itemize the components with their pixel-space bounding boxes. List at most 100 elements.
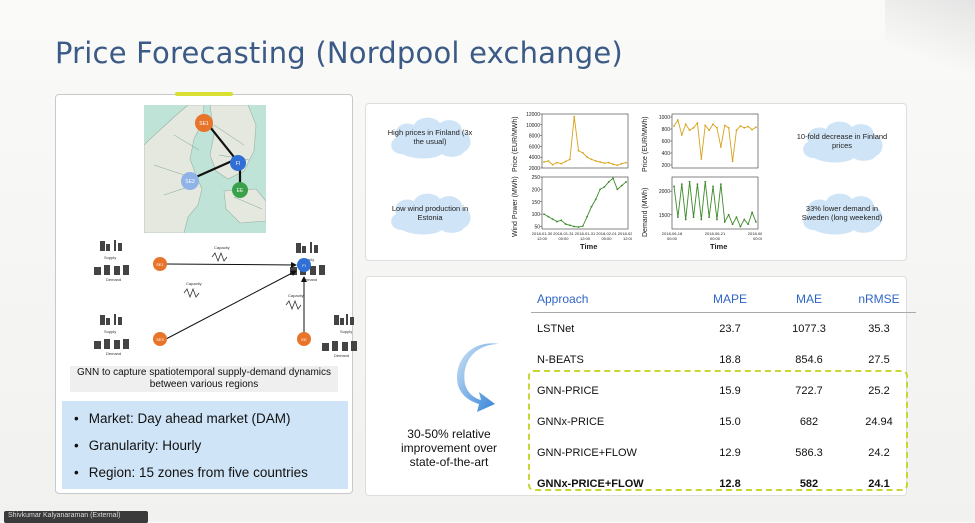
x-tick-label-time: 12:00	[623, 236, 632, 241]
data-point	[590, 205, 593, 208]
cell-nrmse: 35.3	[868, 322, 890, 335]
data-point	[673, 125, 675, 127]
chart-xlabel: Time	[710, 242, 728, 251]
sweden-norway-land	[144, 105, 205, 233]
y-tick-label: 8000	[529, 134, 540, 140]
series-line	[673, 118, 757, 162]
map-node-fi	[230, 155, 246, 171]
table-row: GNN-PRICE+FLOW 12.9 586.3 24.2	[531, 437, 916, 468]
table-row: LSTNet 23.7 1077.3 35.3	[531, 313, 916, 345]
data-point	[551, 163, 554, 166]
chart-plot: 12000 10000 8000 6000 4000 2000	[526, 112, 629, 172]
data-point	[590, 158, 593, 161]
cell-approach: GNN-PRICE	[537, 384, 599, 397]
header-approach: Approach	[537, 292, 589, 306]
x-tick-label: 2018-01-31	[575, 231, 596, 236]
data-point	[547, 160, 550, 162]
cell-mape: 15.0	[719, 415, 741, 428]
info-bullet-list: Market: Day ahead market (DAM) Granulari…	[74, 407, 348, 488]
data-point	[680, 183, 683, 185]
network-node-se1-label: SE1	[156, 262, 164, 267]
improvement-line-2: improvement over	[400, 441, 498, 455]
cell-mae: 682	[799, 415, 819, 428]
cell-nrmse: 24.1	[868, 477, 890, 490]
x-tick-label: 2018-02-01	[596, 231, 617, 236]
y-tick-label: 12000	[526, 112, 540, 118]
table-row: GNN-PRICE 15.9 722.7 25.2	[531, 375, 916, 406]
corner-decoration	[885, 0, 975, 80]
x-tick-label-time: 00:00	[601, 236, 612, 241]
cloud-lower-demand: 33% lower demand in Sweden (long weekend…	[796, 188, 888, 238]
y-tick-label: 50	[534, 225, 540, 231]
label-supply-ee: Supply	[340, 329, 352, 334]
y-tick-label: 250	[532, 175, 541, 181]
capacity-wave-2	[183, 287, 200, 299]
data-point	[739, 225, 742, 228]
x-tick-label: 2018-01-30	[532, 231, 553, 236]
data-point	[743, 218, 746, 221]
y-tick-label: 600	[662, 139, 671, 145]
data-point	[723, 124, 726, 127]
edge-se1-fi	[209, 126, 235, 158]
data-point	[573, 115, 576, 118]
y-tick-label: 1500	[659, 213, 670, 219]
data-point	[625, 161, 627, 164]
data-point	[568, 158, 571, 161]
cell-nrmse: 27.5	[868, 353, 890, 366]
data-point	[739, 125, 742, 127]
data-point	[680, 134, 683, 136]
data-point	[735, 129, 738, 132]
x-tick-label: 2018-06-18	[662, 231, 683, 236]
data-point	[560, 219, 563, 222]
chart-ylabel: Price (EUR/MWh)	[642, 116, 649, 172]
improvement-note: 30-50% relative improvement over state-o…	[383, 427, 515, 469]
cloud-text: 10-fold decrease in Finland prices	[796, 132, 888, 150]
cell-nrmse: 25.2	[868, 384, 890, 397]
table-header-row: Approach MAPE MAE nRMSE	[531, 286, 916, 313]
x-tick-label-time: 00:00	[667, 236, 678, 241]
data-point	[696, 183, 699, 185]
data-point	[688, 129, 691, 132]
cell-nrmse: 24.2	[868, 446, 890, 459]
map-node-se3	[181, 172, 199, 190]
data-point	[684, 123, 687, 126]
data-point	[755, 221, 757, 223]
data-point	[677, 119, 679, 121]
data-point	[543, 213, 545, 216]
x-tick-label-time: 00:00	[710, 236, 721, 241]
data-point	[704, 124, 707, 127]
data-point	[727, 213, 730, 216]
bullet-granularity: Granularity: Hourly	[74, 434, 348, 461]
y-tick-label: 150	[532, 200, 541, 206]
header-nrmse: nRMSE	[858, 292, 900, 306]
data-point	[751, 211, 753, 214]
x-tick-label-time: 00:00	[753, 236, 762, 241]
x-tick-label: 2018-06-24	[748, 231, 762, 236]
supply-icons-ee	[334, 314, 354, 325]
x-tick-label-time: 00:00	[558, 236, 569, 241]
data-point	[577, 226, 580, 228]
data-point	[556, 220, 558, 223]
chart-finland-price: Price (EUR/MWh) 12000 10000 8000 6000 4000 20…	[512, 110, 632, 172]
results-panel	[365, 276, 907, 496]
chart-ylabel: Demand (MWh)	[642, 187, 649, 237]
cell-mape: 12.9	[719, 446, 741, 459]
improvement-line-3: state-of-the-art	[409, 455, 489, 469]
curved-arrow-icon	[457, 343, 499, 412]
cell-mape: 12.8	[719, 477, 741, 490]
x-tick-label: 2018-06-21	[705, 231, 726, 236]
data-point	[692, 216, 695, 219]
y-tick-label: 800	[662, 127, 671, 133]
data-point	[716, 218, 718, 221]
figure-caption: GNN to capture spatiotemporal supply-dem…	[70, 366, 338, 392]
cloud-shape	[803, 193, 883, 235]
cloud-shape	[391, 193, 471, 235]
data-point	[620, 184, 623, 187]
cloud-high-prices: High prices in Finland (3x the usual)	[384, 112, 476, 162]
data-point	[747, 125, 750, 128]
data-point	[700, 158, 703, 160]
supply-demand-network: Supply Demand Supply Demand Supply Deman…	[94, 240, 357, 358]
data-point	[581, 225, 584, 227]
data-point	[731, 223, 734, 226]
plot-frame	[541, 113, 629, 169]
